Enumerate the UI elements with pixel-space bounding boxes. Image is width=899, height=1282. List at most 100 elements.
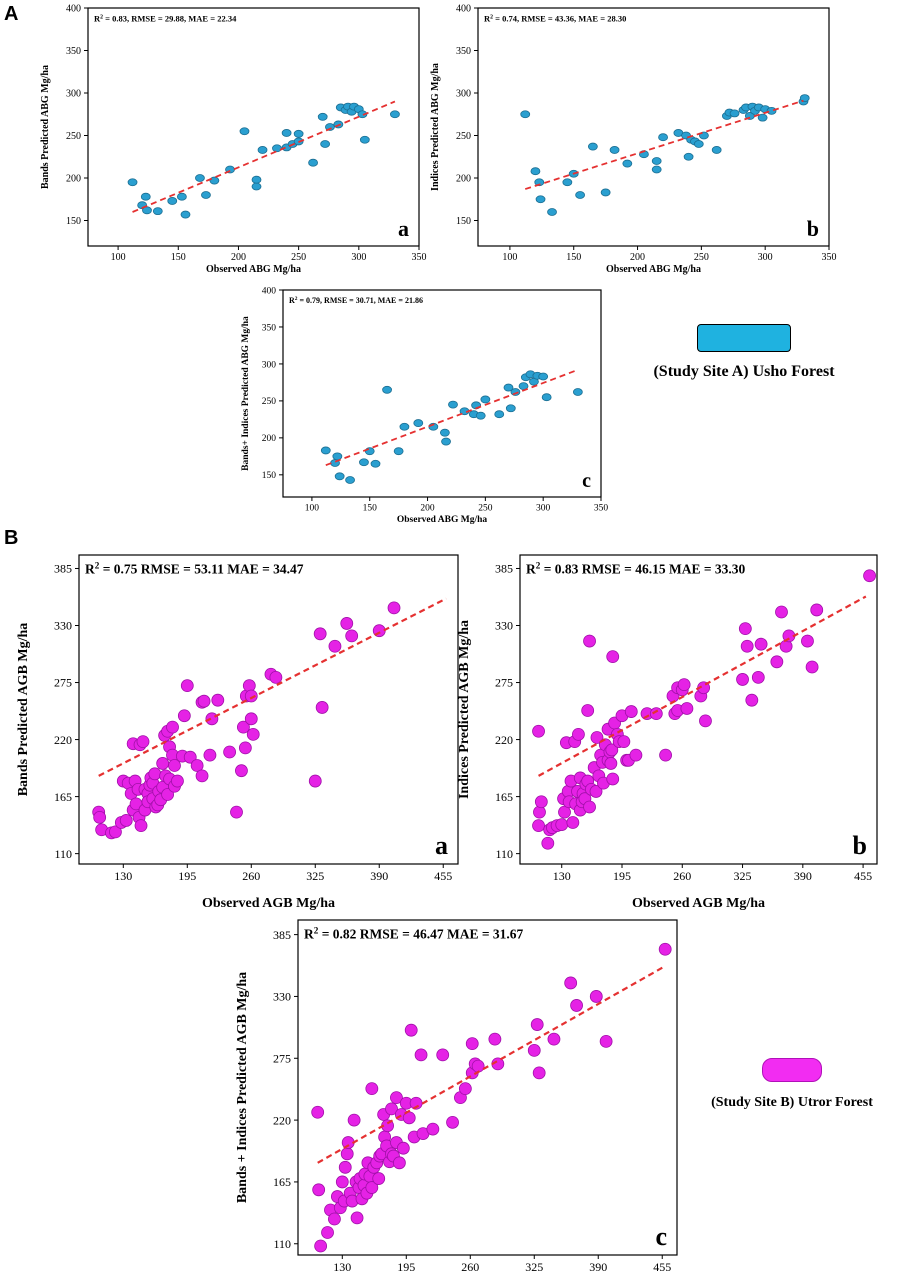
data-point [572,727,585,741]
data-point [532,819,545,833]
data-point [320,140,331,148]
data-point [736,673,749,686]
legend-site-b-label: (Study Site B) Utror Forest [711,1095,873,1110]
data-point [239,127,250,136]
plot-frame [477,7,830,247]
data-point [281,129,292,137]
x-tick-label: 250 [478,504,493,514]
data-point [168,759,181,772]
x-tick-label: 200 [420,504,435,514]
data-point [659,748,672,762]
x-tick-label: 150 [171,252,186,263]
data-point [93,810,107,824]
data-point [223,745,237,759]
data-point [624,705,638,718]
data-point [766,106,777,115]
data-point [350,1211,364,1225]
site-b-swatch [762,1058,822,1082]
x-tick-label: 200 [630,252,645,263]
panel-letter: b [807,216,819,241]
data-point [251,175,262,184]
x-tick-label: 150 [363,504,378,514]
x-tick-label: 260 [461,1260,479,1274]
data-point [269,670,283,684]
data-point [693,140,704,148]
x-tick-label: 325 [525,1260,543,1274]
y-tick-label: 275 [495,676,513,690]
y-tick-label: 300 [66,89,81,100]
y-axis-label: Indices Predicted ABG Mg/ha [430,63,441,191]
y-tick-label: 165 [495,790,513,804]
x-tick-label: 455 [434,869,452,883]
x-axis-label: Observed AGB Mg/ha [632,896,765,911]
data-point [649,707,663,721]
x-tick-label: 325 [734,869,752,883]
panel-letter: c [582,470,591,492]
chart-b-c: 130195260325390455110165220275330385Obse… [235,919,678,1274]
y-tick-label: 300 [262,360,277,370]
data-point [475,411,486,420]
data-point [390,1091,403,1105]
data-point [751,670,765,684]
x-axis-label: Observed ABG Mg/ha [397,515,488,525]
data-point [152,207,163,216]
data-point [134,819,148,833]
y-tick-label: 110 [273,1237,291,1251]
data-point [754,637,768,651]
data-point [629,748,643,762]
y-tick-label: 200 [456,174,471,185]
x-tick-label: 350 [412,252,427,263]
data-point [572,388,583,396]
data-point [583,800,596,814]
data-point [136,735,150,749]
data-point [197,694,211,708]
data-point [396,1141,410,1155]
data-point [534,178,545,187]
data-point [651,165,662,174]
data-point [167,197,178,205]
x-tick-label: 100 [502,252,517,263]
data-point [338,1160,352,1174]
y-tick-label: 400 [456,4,471,15]
data-point [745,693,759,707]
data-point [583,634,596,648]
data-point [171,774,184,788]
data-point [532,724,545,738]
data-point [347,1113,361,1127]
x-tick-label: 250 [694,252,709,263]
data-point [799,94,810,102]
y-tick-label: 350 [262,323,277,333]
data-point [680,702,694,715]
data-point [810,603,824,617]
data-point [564,976,578,990]
y-tick-label: 330 [273,990,291,1004]
data-point [805,660,819,674]
data-point [203,748,217,762]
data-point [520,110,531,119]
y-axis-label: Bands Predicted AGB Mg/ha [16,623,31,797]
panel-letter: c [655,1222,667,1251]
data-point [251,182,262,191]
data-point [211,693,225,707]
y-tick-label: 220 [273,1113,291,1127]
plot-frame [282,289,602,498]
data-point [183,750,197,764]
y-tick-label: 200 [66,174,81,185]
data-point [711,146,722,154]
chart-b-a: 130 195 260 325 390 455 110 165 220 275 330 385 Obse… [16,554,459,911]
data-point [404,1023,418,1037]
data-point [426,1122,440,1136]
data-point [446,1115,459,1129]
data-point [382,385,392,394]
x-tick-label: 390 [589,1260,607,1274]
data-point [272,144,282,153]
x-axis-label: Observed ABG Mg/ha [606,264,701,275]
x-tick-label: 300 [758,252,773,263]
data-point [244,712,258,726]
data-point [547,1032,561,1046]
data-point [257,146,268,154]
data-point [166,720,179,734]
data-point [562,178,573,187]
section-b-label: B [4,527,19,549]
data-point [600,188,611,197]
